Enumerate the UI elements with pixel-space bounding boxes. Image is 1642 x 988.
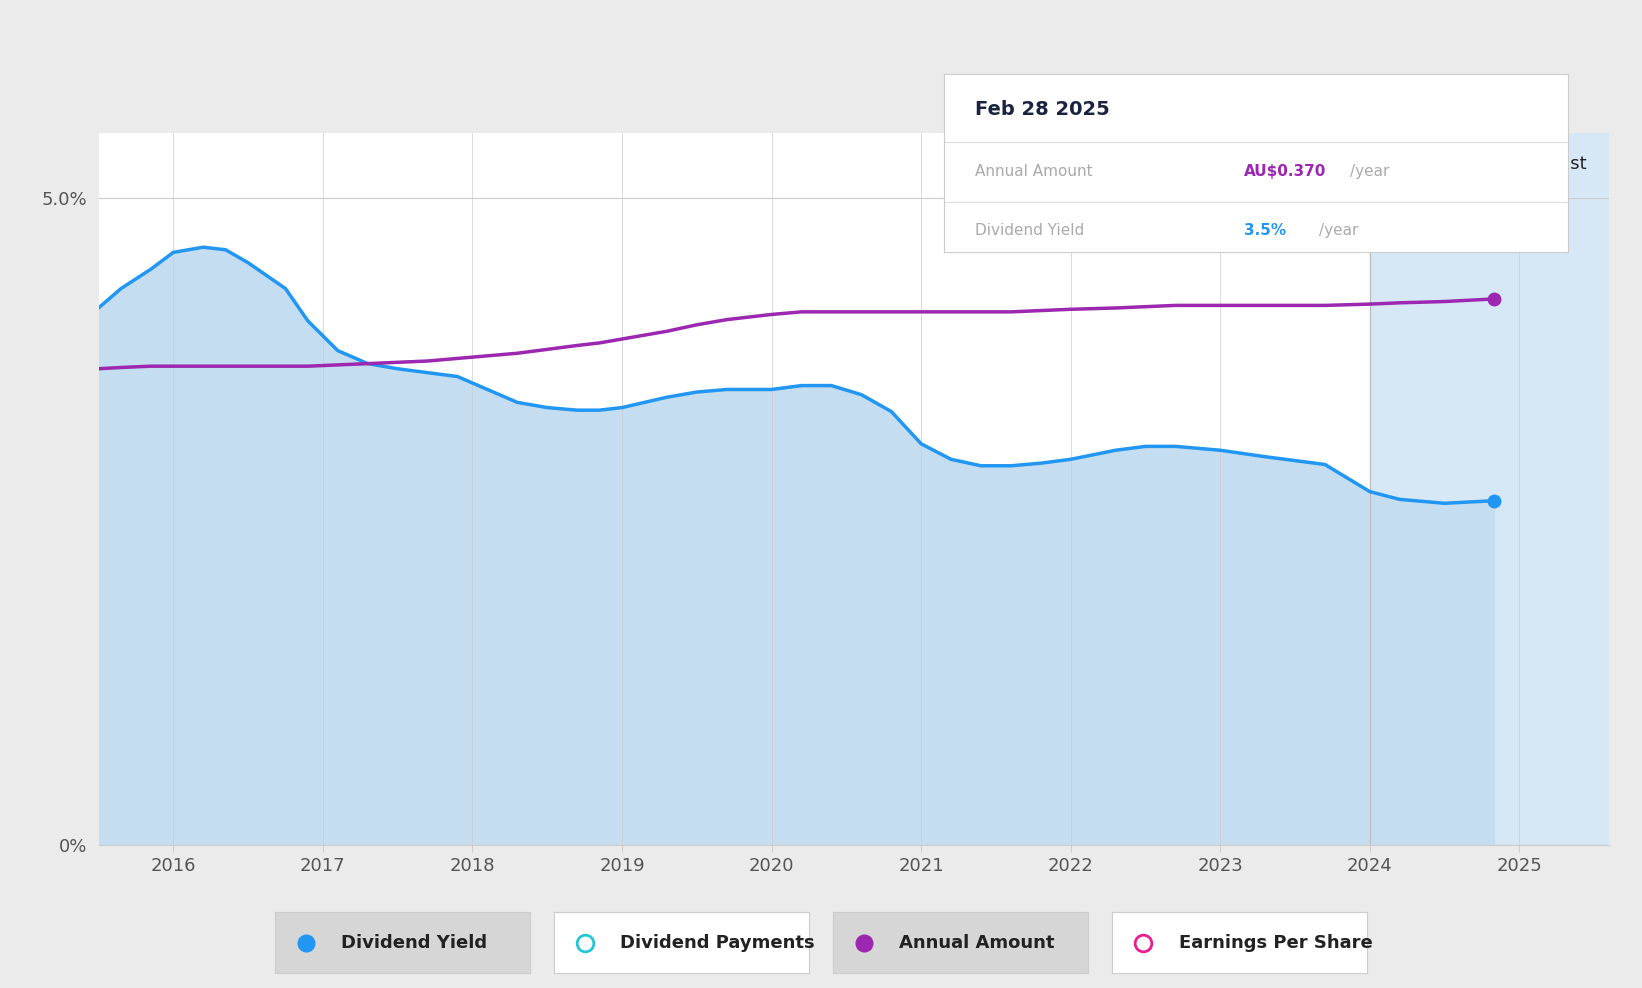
Text: Annual Amount: Annual Amount [900, 934, 1056, 951]
Text: AU$0.370: AU$0.370 [1243, 164, 1327, 180]
Text: Dividend Payments: Dividend Payments [621, 934, 814, 951]
Text: Feb 28 2025: Feb 28 2025 [975, 100, 1110, 120]
Text: Past: Past [1548, 155, 1586, 173]
Text: Dividend Yield: Dividend Yield [975, 223, 1085, 238]
Text: /year: /year [1350, 164, 1389, 180]
Text: Dividend Yield: Dividend Yield [342, 934, 488, 951]
Text: Annual Amount: Annual Amount [975, 164, 1094, 180]
Text: Earnings Per Share: Earnings Per Share [1179, 934, 1373, 951]
Bar [1369, 133, 1609, 845]
Text: 3.5%: 3.5% [1243, 223, 1286, 238]
Text: /year: /year [1319, 223, 1358, 238]
